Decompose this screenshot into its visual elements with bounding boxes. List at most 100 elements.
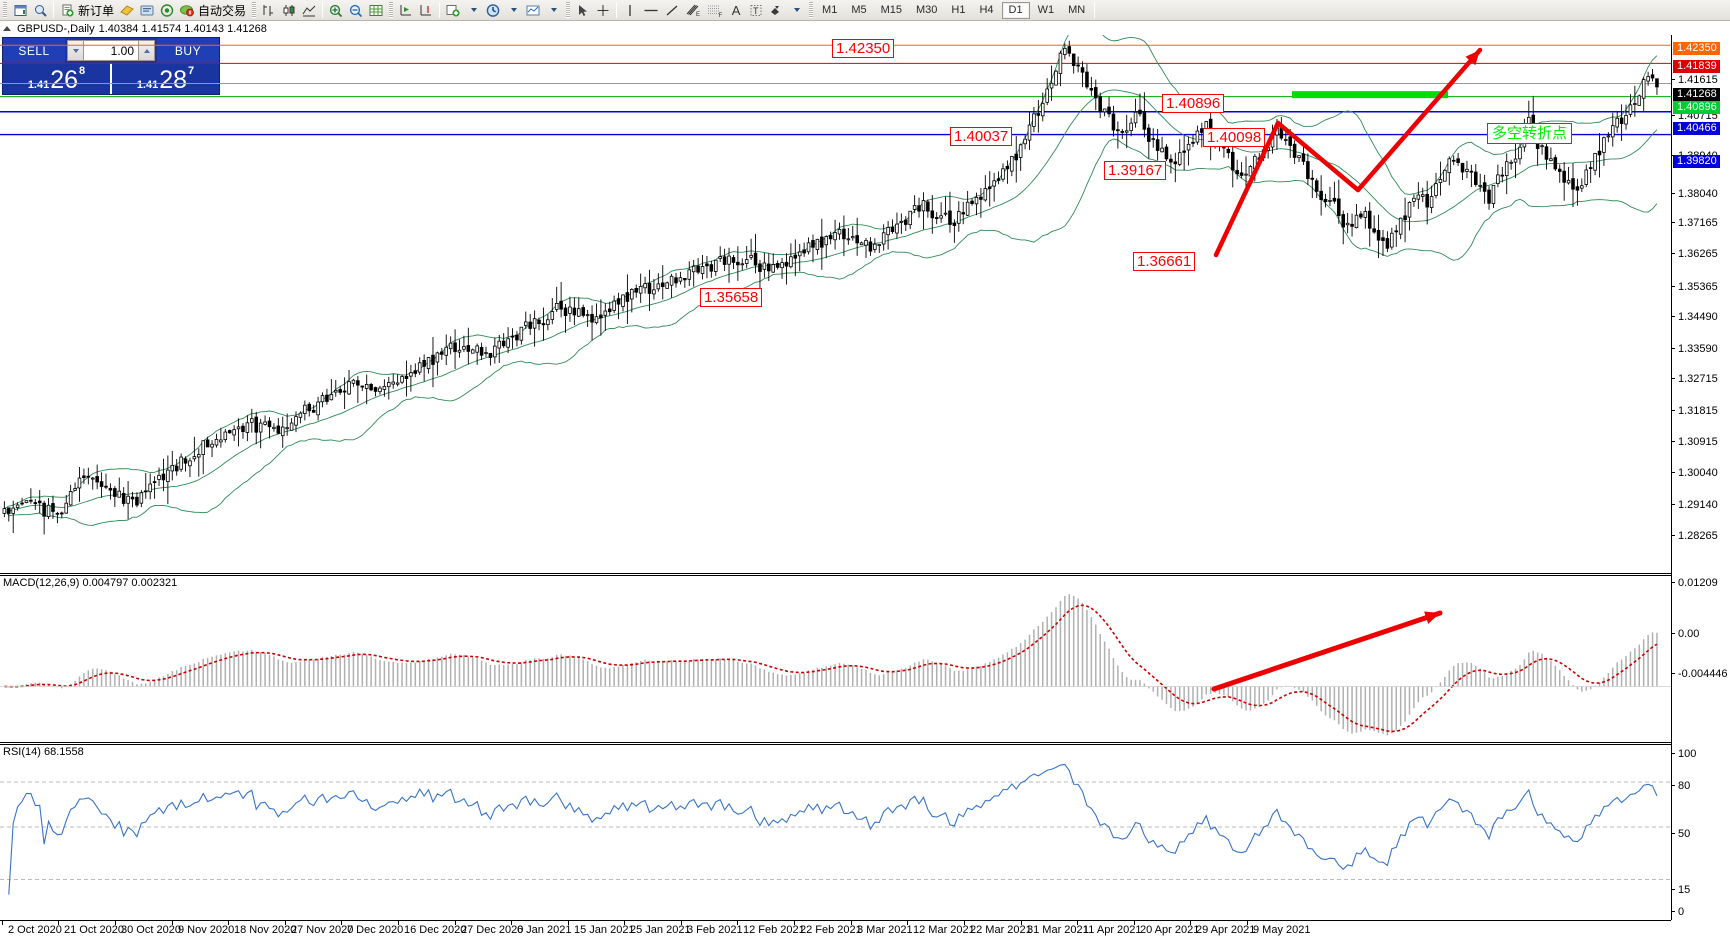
toolbar-grip[interactable] [3,2,7,18]
price-level-badge[interactable]: 1.41268 [1673,88,1720,101]
rsi-pane[interactable] [0,744,1671,920]
buy-button[interactable]: BUY [157,38,219,63]
macd-pane[interactable] [0,575,1671,742]
new-order-icon[interactable] [57,1,77,20]
zoom-in-icon[interactable] [326,1,346,20]
date-axis-tick: 27 Nov 2020 [284,921,354,936]
add-indicator-icon[interactable] [443,1,463,20]
chart-grid-icon[interactable] [366,1,386,20]
toolbar-grip-5[interactable] [809,2,814,18]
price-level-badge[interactable]: 1.41839 [1673,60,1720,73]
chart-shift-icon[interactable] [396,1,416,20]
timeframe-m1-button[interactable]: M1 [822,4,838,16]
price-chart-canvas[interactable] [0,35,1671,573]
date-axis-tick: 25 Jan 2021 [624,921,691,936]
date-axis-tick: 11 Apr 2021 [1077,921,1142,936]
auto-scroll-icon[interactable] [416,1,436,20]
price-tag-136661[interactable]: 1.36661 [1133,252,1196,271]
price-level-badge[interactable]: 1.42350 [1673,42,1720,55]
buy-price-main: 28 [159,66,188,94]
metaeditor-icon[interactable] [117,1,137,20]
period-clock-icon[interactable] [483,1,503,20]
buy-price-display[interactable]: 1.41 28 7 [110,63,219,94]
chart-window-icon[interactable] [10,1,30,20]
timeframe-h1-button[interactable]: H1 [951,4,966,16]
price-tag-140098[interactable]: 1.40098 [1203,128,1266,147]
bar-chart-icon[interactable] [259,1,279,20]
macd-axis-tick: 0.00 [1672,628,1699,640]
zoom-out-icon[interactable] [346,1,366,20]
price-tag-142350[interactable]: 1.42350 [832,39,895,58]
chevron-down-icon-3[interactable] [543,1,563,20]
timeframe-mn-button[interactable]: MN [1068,4,1086,16]
price-axis-tick: 1.36265 [1672,248,1718,260]
trendline-icon[interactable] [662,1,682,20]
toolbar-grip-3[interactable] [389,2,394,18]
chinese-annotation-note[interactable]: 多空转折点 [1487,123,1573,144]
date-axis-tick: 30 Oct 2020 [115,921,181,936]
price-level-badge[interactable]: 1.39820 [1673,155,1720,168]
text-label-icon[interactable]: T [746,1,766,20]
chevron-down-icon[interactable] [463,1,483,20]
rsi-canvas[interactable] [0,744,1671,920]
price-level-badge[interactable]: 1.40466 [1673,122,1720,135]
timeframe-m5-button[interactable]: M5 [851,4,867,16]
toolbar-grip-2[interactable] [252,2,257,18]
chart-symbol-period: GBPUSD-,Daily [17,22,95,35]
text-icon[interactable]: A [731,2,741,18]
toolbar-separator-4 [616,2,618,18]
chevron-down-icon-2[interactable] [503,1,523,20]
price-chart-pane[interactable] [0,35,1671,573]
main-toolbar: 新订单 自动交易 [0,0,1730,21]
cursor-icon[interactable] [573,1,593,20]
line-chart-icon[interactable] [299,1,319,20]
horizontal-line-icon[interactable] [640,1,662,20]
date-axis-tick: 22 Mar 2021 [964,921,1032,936]
price-axis-tick: 1.31815 [1672,405,1718,417]
price-level-badge[interactable]: 1.40896 [1673,101,1720,114]
macd-label: MACD(12,26,9) 0.004797 0.002321 [3,577,178,589]
terminal-icon[interactable] [137,1,157,20]
macd-canvas[interactable] [0,575,1671,742]
toolbar-grip-4[interactable] [566,2,571,18]
date-axis-tick: 31 Mar 2021 [1021,921,1089,936]
timeframe-w1-button[interactable]: W1 [1037,4,1055,16]
equidistant-channel-icon[interactable]: E [682,1,704,20]
auto-trading-label[interactable]: 自动交易 [198,3,247,18]
templates-icon[interactable] [523,1,543,20]
price-tag-140896[interactable]: 1.40896 [1162,94,1225,113]
auto-trading-icon[interactable] [177,1,197,20]
price-axis-tick: 1.30915 [1672,436,1718,448]
price-axis[interactable]: 1.389401.380401.371651.362651.353651.344… [1671,35,1730,920]
timeframe-h4-button[interactable]: H4 [979,4,994,16]
rsi-axis-tick: 50 [1672,828,1690,840]
timeframe-m15-button[interactable]: M15 [880,4,902,16]
price-axis-tick: 1.29140 [1672,499,1718,511]
sell-price-display[interactable]: 1.41 26 8 [3,63,110,94]
date-axis-tick: 6 Jan 2021 [510,921,572,936]
date-axis-tick: 7 Dec 2020 [340,921,404,936]
date-axis-tick: 20 Apr 2021 [1133,921,1200,936]
price-tag-139167[interactable]: 1.39167 [1104,161,1167,180]
price-axis-tick: 1.28265 [1672,530,1718,542]
price-tag-135658[interactable]: 1.35658 [700,288,763,307]
collapse-triangle-icon[interactable] [3,26,11,31]
signals-icon[interactable] [157,1,177,20]
candlestick-chart-icon[interactable] [279,1,299,20]
macd-axis-tick: -0.004446 [1672,668,1728,680]
date-axis[interactable]: 2 Oct 2020 21 Oct 2020 30 Oct 2020 9 Nov 20… [0,920,1671,939]
toolbar-separator-3 [439,2,441,18]
shapes-dropdown-icon[interactable] [766,1,786,20]
fibonacci-icon[interactable]: F [704,1,726,20]
buy-price-prefix: 1.41 [136,79,159,91]
new-order-label[interactable]: 新订单 [78,3,115,18]
crosshair-icon[interactable] [593,1,613,20]
timeframe-d1-button[interactable]: D1 [1001,1,1030,19]
price-tag-140037[interactable]: 1.40037 [950,127,1013,146]
sell-button[interactable]: SELL [3,38,65,63]
vertical-line-icon[interactable] [620,1,640,20]
chevron-down-icon-4[interactable] [786,1,806,20]
magnifier-chart-icon[interactable] [30,1,50,20]
rsi-label: RSI(14) 68.1558 [3,746,84,758]
timeframe-m30-button[interactable]: M30 [916,4,938,16]
